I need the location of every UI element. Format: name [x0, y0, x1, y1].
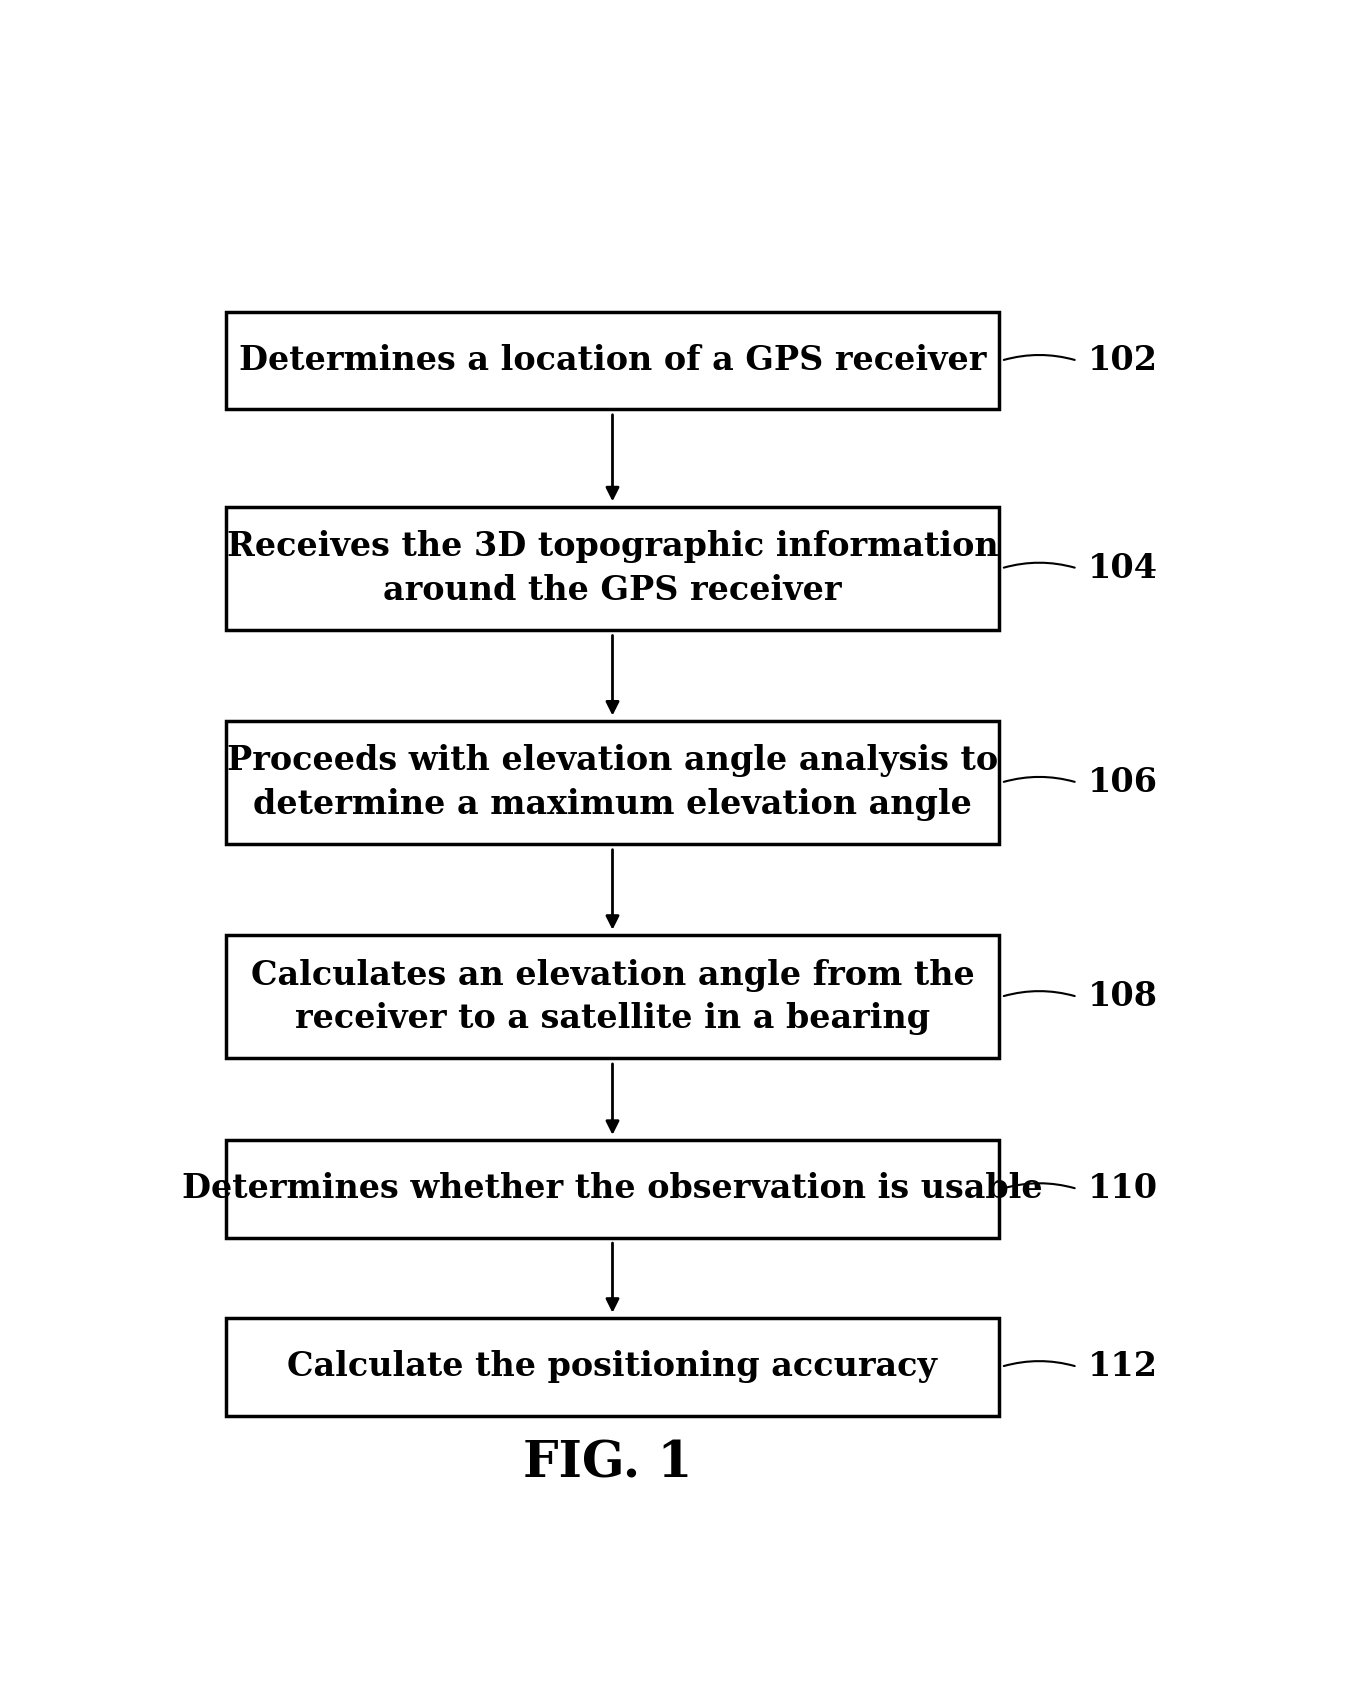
- Text: 106: 106: [1088, 765, 1158, 799]
- Text: 108: 108: [1088, 980, 1158, 1013]
- Bar: [226, 507, 999, 631]
- Text: FIG. 1: FIG. 1: [523, 1440, 692, 1489]
- Text: Proceeds with elevation angle analysis to
determine a maximum elevation angle: Proceeds with elevation angle analysis t…: [226, 745, 998, 821]
- Bar: [226, 936, 999, 1059]
- Text: Determines whether the observation is usable: Determines whether the observation is us…: [182, 1172, 1043, 1205]
- Text: 102: 102: [1088, 344, 1158, 378]
- Text: Calculates an elevation angle from the
receiver to a satellite in a bearing: Calculates an elevation angle from the r…: [251, 959, 975, 1035]
- Bar: [226, 1140, 999, 1238]
- Text: 112: 112: [1088, 1350, 1158, 1383]
- Bar: [226, 722, 999, 845]
- Text: 104: 104: [1088, 551, 1158, 585]
- Bar: [226, 312, 999, 410]
- Bar: [226, 1318, 999, 1416]
- Text: Determines a location of a GPS receiver: Determines a location of a GPS receiver: [239, 344, 987, 378]
- Text: Receives the 3D topographic information
around the GPS receiver: Receives the 3D topographic information …: [226, 529, 999, 607]
- Text: Calculate the positioning accuracy: Calculate the positioning accuracy: [287, 1350, 937, 1383]
- Text: 110: 110: [1088, 1172, 1158, 1205]
